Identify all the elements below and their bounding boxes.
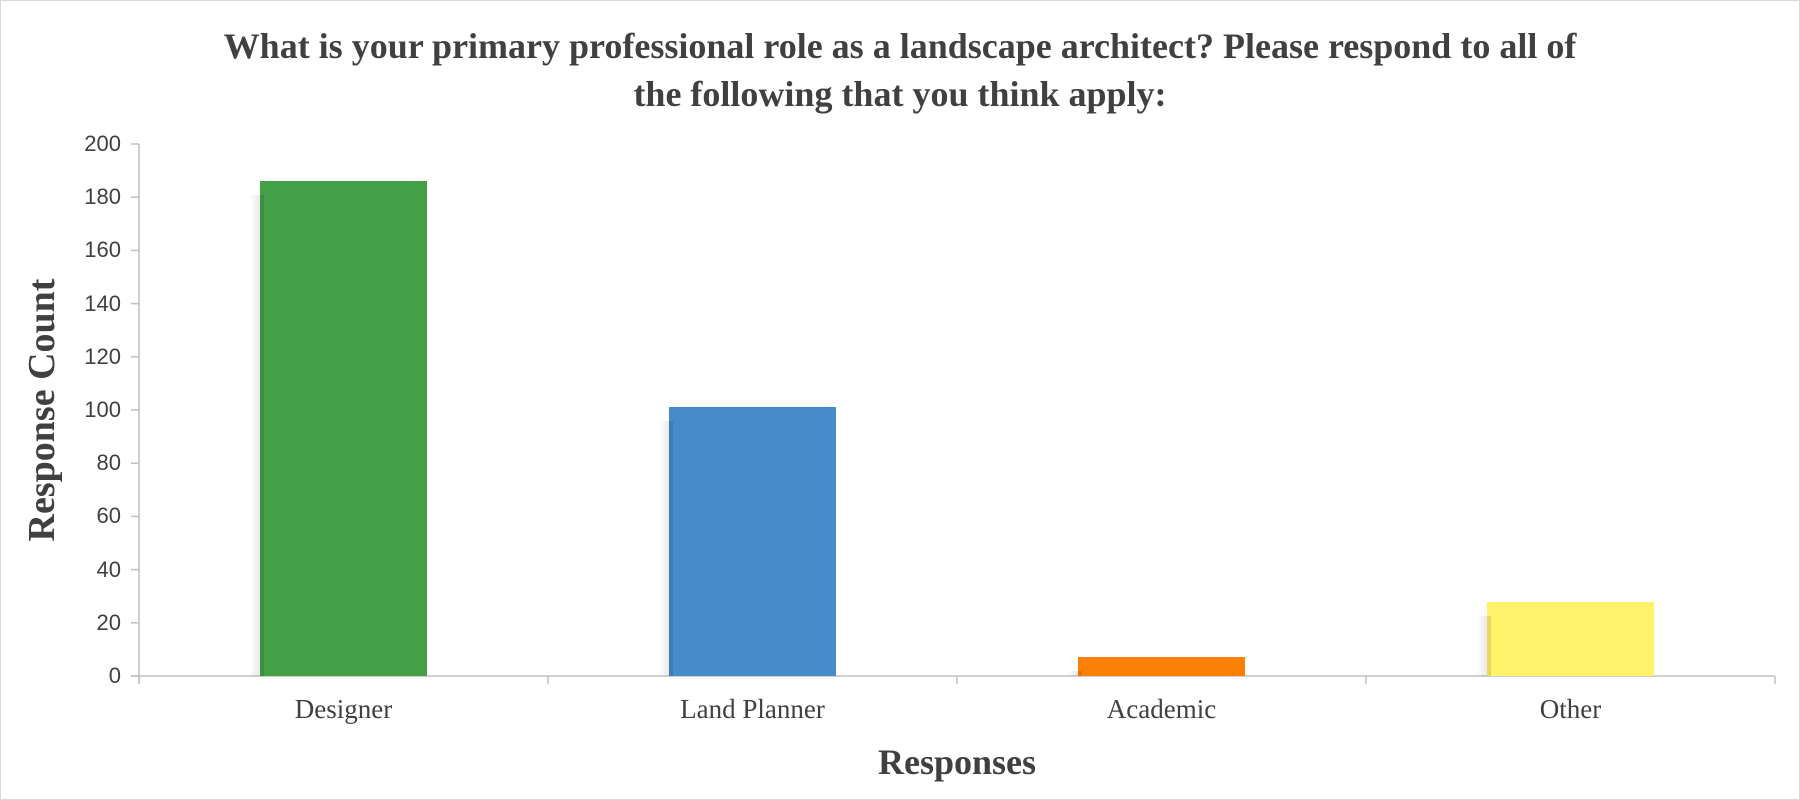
y-tick-label: 60 bbox=[96, 503, 121, 529]
y-tick-label: 120 bbox=[84, 343, 121, 369]
x-tick-label: Other bbox=[1539, 694, 1602, 724]
chart-title-line-2: the following that you think apply: bbox=[633, 74, 1167, 114]
y-tick-label: 140 bbox=[84, 290, 121, 316]
y-tick-label: 180 bbox=[84, 184, 121, 210]
x-tick-label: Designer bbox=[294, 694, 393, 724]
bar-land-planner bbox=[659, 407, 836, 676]
y-tick-label: 20 bbox=[96, 609, 121, 635]
axes bbox=[131, 143, 1776, 684]
bar-other bbox=[1477, 601, 1654, 677]
chart-title-line-1: What is your primary professional role a… bbox=[223, 26, 1577, 66]
y-tick-label: 40 bbox=[96, 556, 121, 582]
y-tick-label: 200 bbox=[84, 131, 121, 156]
x-tick-label: Land Planner bbox=[680, 694, 825, 724]
y-tick-label: 160 bbox=[84, 237, 121, 263]
chart-title: What is your primary professional role a… bbox=[150, 22, 1650, 118]
bar-designer bbox=[250, 181, 427, 676]
bar-academic bbox=[1068, 657, 1245, 676]
y-tick-label: 80 bbox=[96, 450, 121, 476]
x-tick-label: Academic bbox=[1106, 694, 1217, 724]
x-axis-title: Responses bbox=[877, 742, 1037, 782]
y-tick-label: 0 bbox=[108, 663, 121, 688]
y-tick-label: 100 bbox=[84, 397, 121, 422]
